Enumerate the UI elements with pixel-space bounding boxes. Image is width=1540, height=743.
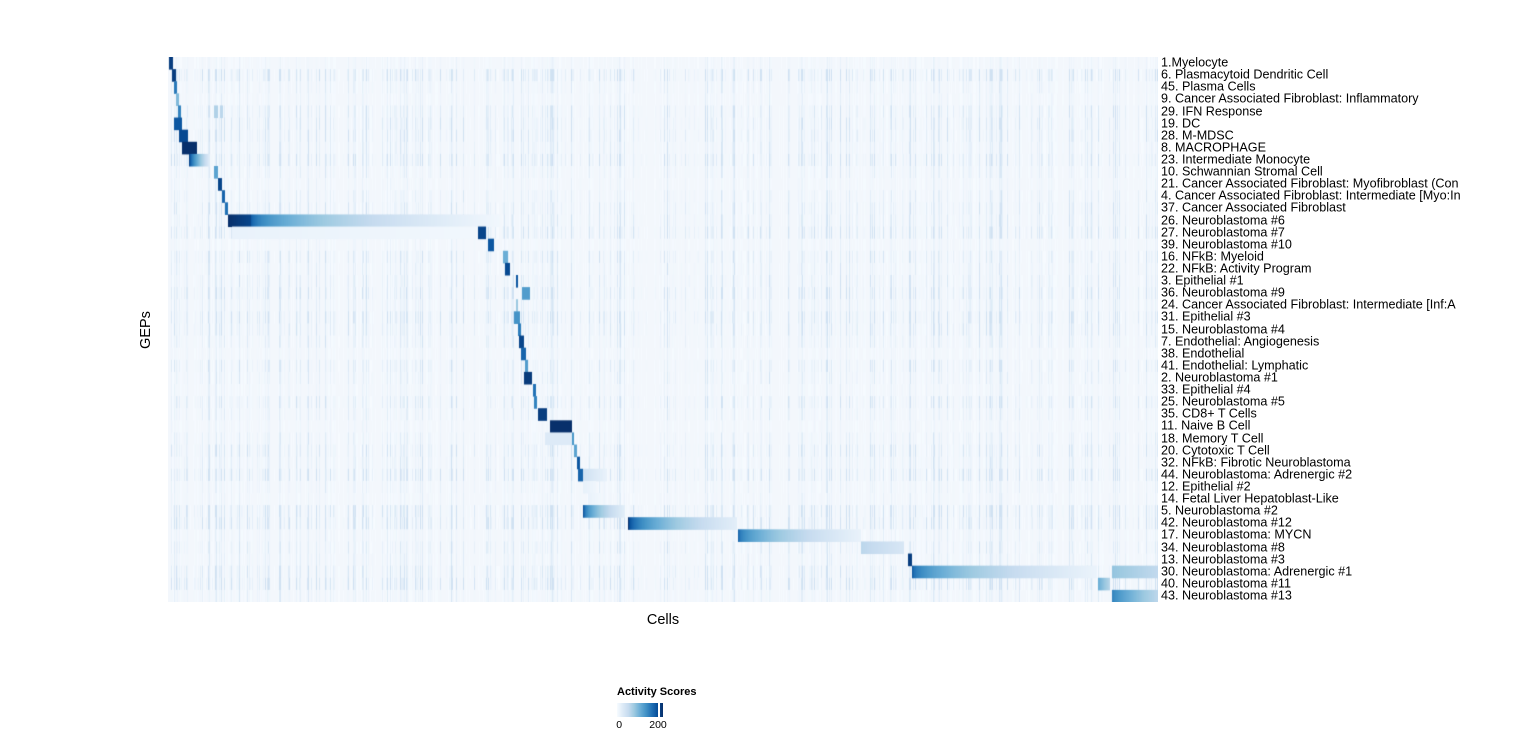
gep-row-label: 34. Neuroblastoma #8 bbox=[1161, 540, 1285, 555]
gep-row-label: 35. CD8+ T Cells bbox=[1161, 406, 1257, 421]
gep-row-label: 28. M-MDSC bbox=[1161, 128, 1234, 143]
gep-row-label: 45. Plasma Cells bbox=[1161, 79, 1256, 94]
gep-row-label: 39. Neuroblastoma #10 bbox=[1161, 237, 1292, 252]
y-axis-label: GEPs bbox=[138, 311, 154, 349]
gep-row-label: 29. IFN Response bbox=[1161, 104, 1263, 119]
gep-row-label: 19. DC bbox=[1161, 116, 1201, 131]
gep-row-label: 15. Neuroblastoma #4 bbox=[1161, 322, 1285, 337]
gep-row-label: 17. Neuroblastoma: MYCN bbox=[1161, 528, 1312, 543]
gep-row-label: 41. Endothelial: Lymphatic bbox=[1161, 358, 1309, 373]
gep-row-label: 38. Endothelial bbox=[1161, 346, 1245, 361]
gep-row-label: 16. NFkB: Myeloid bbox=[1161, 249, 1264, 264]
gep-row-label: 33. Epithelial #4 bbox=[1161, 382, 1251, 397]
gep-row-label: 14. Fetal Liver Hepatoblast-Like bbox=[1161, 491, 1339, 506]
x-axis-label: Cells bbox=[646, 612, 680, 628]
gep-row-label: 40. Neuroblastoma #11 bbox=[1161, 576, 1291, 591]
gep-row-label: 27. Neuroblastoma #7 bbox=[1161, 225, 1285, 240]
gep-row-label: 31. Epithelial #3 bbox=[1161, 310, 1251, 325]
gep-row-label: 11. Naive B Cell bbox=[1161, 419, 1251, 434]
gep-row-label: 9. Cancer Associated Fibroblast: Inflamm… bbox=[1161, 92, 1419, 107]
gep-row-label: 42. Neuroblastoma #12 bbox=[1161, 515, 1292, 530]
legend-min-label: 0 bbox=[616, 719, 623, 731]
legend-200-tick bbox=[658, 703, 660, 717]
gep-row-labels: 1.Myelocyte 6. Plasmacytoid Dendritic Cel… bbox=[1161, 57, 1540, 602]
gep-row-label: 32. NFkB: Fibrotic Neuroblastoma bbox=[1161, 455, 1351, 470]
gep-row-label: 4. Cancer Associated Fibroblast: Interme… bbox=[1161, 188, 1461, 203]
gep-row-label: 44. Neuroblastoma: Adrenergic #2 bbox=[1161, 467, 1353, 482]
gep-row-label: 12. Epithelial #2 bbox=[1161, 479, 1251, 494]
gep-row-label: 13. Neuroblastoma #3 bbox=[1161, 552, 1285, 567]
heatmap-canvas bbox=[168, 57, 1158, 602]
legend-scale: 0 200 bbox=[616, 719, 696, 733]
gep-row-label: 8. MACROPHAGE bbox=[1161, 140, 1266, 155]
gep-row-label: 1.Myelocyte bbox=[1161, 55, 1229, 70]
gep-row-label: 22. NFkB: Activity Program bbox=[1161, 261, 1312, 276]
gep-row-label: 10. Schwannian Stromal Cell bbox=[1161, 164, 1323, 179]
gep-row-label: 37. Cancer Associated Fibroblast bbox=[1161, 201, 1346, 216]
gep-row-label: 30. Neuroblastoma: Adrenergic #1 bbox=[1161, 564, 1353, 579]
gep-row-label: 36. Neuroblastoma #9 bbox=[1161, 285, 1285, 300]
legend-title: Activity Scores bbox=[617, 686, 697, 698]
legend-colorbar bbox=[617, 703, 663, 717]
gep-row-label: 7. Endothelial: Angiogenesis bbox=[1161, 334, 1320, 349]
gep-row-label: 43. Neuroblastoma #13 bbox=[1161, 588, 1292, 603]
gep-row-label: 23. Intermediate Monocyte bbox=[1161, 152, 1311, 167]
gep-row-label: 2. Neuroblastoma #1 bbox=[1161, 370, 1278, 385]
gep-row-label: 21. Cancer Associated Fibroblast: Myofib… bbox=[1161, 176, 1459, 191]
gep-row-label: 25. Neuroblastoma #5 bbox=[1161, 394, 1285, 409]
gep-row-label: 5. Neuroblastoma #2 bbox=[1161, 503, 1278, 518]
gep-row-label: 6. Plasmacytoid Dendritic Cell bbox=[1161, 67, 1329, 82]
legend-max-label: 200 bbox=[649, 719, 667, 731]
gep-row-label: 20. Cytotoxic T Cell bbox=[1161, 443, 1270, 458]
gep-row-label: 24. Cancer Associated Fibroblast: Interm… bbox=[1161, 297, 1456, 312]
activity-scores-legend: Activity Scores 0 200 bbox=[616, 686, 697, 733]
gep-row-label: 18. Memory T Cell bbox=[1161, 431, 1264, 446]
gep-row-label: 3. Epithelial #1 bbox=[1161, 273, 1244, 288]
gep-row-label: 26. Neuroblastoma #6 bbox=[1161, 213, 1285, 228]
